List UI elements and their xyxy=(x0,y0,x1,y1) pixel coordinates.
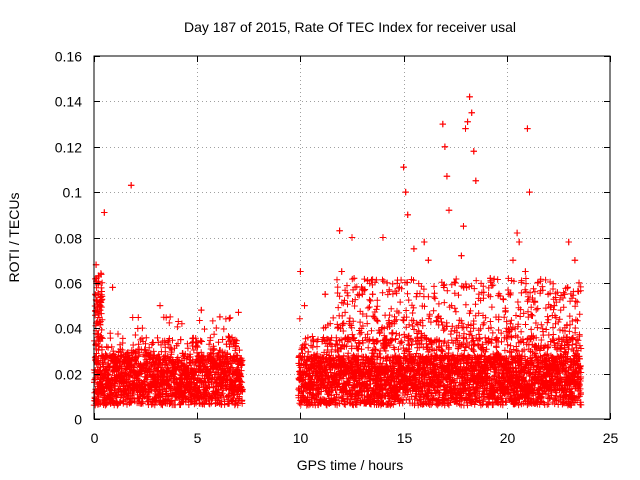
y-tick-label: 0.1 xyxy=(63,185,83,201)
roti-outlier-point xyxy=(410,245,418,253)
roti-markers xyxy=(90,93,585,409)
roti-outlier-point xyxy=(198,306,205,314)
roti-outlier-point xyxy=(561,291,568,298)
x-tick-labels: 0 5 10 15 20 25 xyxy=(91,430,619,446)
y-tick-label: 0.12 xyxy=(55,140,82,156)
y-tick-label: 0.08 xyxy=(55,231,82,247)
roti-outlier-point xyxy=(177,336,184,343)
roti-outlier-point xyxy=(524,125,531,132)
roti-outlier-point xyxy=(526,188,533,196)
y-tick-label: 0.02 xyxy=(55,367,82,383)
roti-outlier-point xyxy=(441,143,449,150)
roti-outlier-point xyxy=(216,313,224,321)
roti-outlier-point xyxy=(425,256,432,264)
roti-outlier-point xyxy=(336,227,343,234)
roti-outlier-point xyxy=(321,291,329,298)
roti-outlier-point xyxy=(464,118,471,125)
roti-outlier-point xyxy=(466,93,473,101)
roti-outlier-point xyxy=(470,148,477,155)
roti-outlier-point xyxy=(445,207,453,214)
x-tick-label: 20 xyxy=(500,430,516,446)
chart-title: Day 187 of 2015, Rate Of TEC Index for r… xyxy=(184,19,516,35)
roti-outlier-point xyxy=(94,291,102,298)
roti-outlier-point xyxy=(571,256,579,264)
roti-outlier-point xyxy=(472,177,480,184)
x-tick-label: 0 xyxy=(91,430,99,446)
roti-outlier-point xyxy=(402,188,409,196)
roti-outlier-point xyxy=(101,209,108,216)
y-tick-label: 0.16 xyxy=(55,49,82,65)
roti-outlier-point xyxy=(534,279,541,287)
roti-outlier-point xyxy=(487,275,494,282)
x-tick-label: 25 xyxy=(603,430,619,446)
roti-outlier-point xyxy=(515,238,523,246)
roti-outlier-point xyxy=(443,173,451,180)
roti-outlier-point xyxy=(575,279,583,287)
plot-frame xyxy=(93,55,611,420)
roti-outlier-point xyxy=(396,284,403,291)
roti-outlier-point xyxy=(301,302,308,309)
roti-outlier-point xyxy=(421,238,428,246)
y-tick-labels: 0 0.02 0.04 0.06 0.08 0.1 0.12 0.14 0.16 xyxy=(55,49,82,428)
roti-outlier-point xyxy=(452,279,459,287)
roti-outlier-point xyxy=(404,211,411,219)
roti-outlier-point xyxy=(462,125,469,132)
roti-outlier-point xyxy=(439,120,447,128)
roti-outlier-point xyxy=(96,306,104,314)
x-tick-label: 10 xyxy=(293,430,309,446)
roti-outlier-point xyxy=(551,302,558,309)
roti-outlier-point xyxy=(544,291,552,298)
y-tick-label: 0.06 xyxy=(55,276,82,292)
roti-outlier-point xyxy=(513,229,521,237)
roti-outlier-point xyxy=(565,238,572,246)
roti-outlier-point xyxy=(369,291,376,298)
roti-outlier-point xyxy=(522,268,529,275)
roti-outlier-point xyxy=(505,291,513,298)
roti-outlier-point xyxy=(297,268,304,275)
y-tick-label: 0 xyxy=(74,412,82,428)
roti-outlier-point xyxy=(359,291,366,298)
roti-outlier-point xyxy=(458,252,465,259)
roti-outlier-point xyxy=(468,109,475,116)
roti-outlier-point xyxy=(348,234,356,241)
x-axis-label: GPS time / hours xyxy=(297,457,404,473)
roti-outlier-point xyxy=(235,309,242,316)
roti-outlier-point xyxy=(400,163,407,171)
y-tick-label: 0.14 xyxy=(55,94,82,110)
x-tick-label: 5 xyxy=(194,430,202,446)
roti-outlier-point xyxy=(109,284,116,291)
y-axis-label: ROTI / TECUs xyxy=(6,193,22,283)
roti-outlier-point xyxy=(460,222,467,230)
roti-outlier-point xyxy=(379,234,387,241)
roti-outlier-point xyxy=(383,279,391,287)
x-tick-label: 15 xyxy=(397,430,413,446)
roti-outlier-point xyxy=(338,268,345,275)
data-points xyxy=(90,93,585,409)
y-tick-label: 0.04 xyxy=(55,321,82,337)
roti-outlier-point xyxy=(127,182,135,189)
roti-outlier-point xyxy=(509,256,517,264)
roti-outlier-point xyxy=(350,275,358,282)
axis-ticks xyxy=(94,56,611,420)
grid xyxy=(94,56,610,419)
roti-outlier-point xyxy=(156,302,164,309)
